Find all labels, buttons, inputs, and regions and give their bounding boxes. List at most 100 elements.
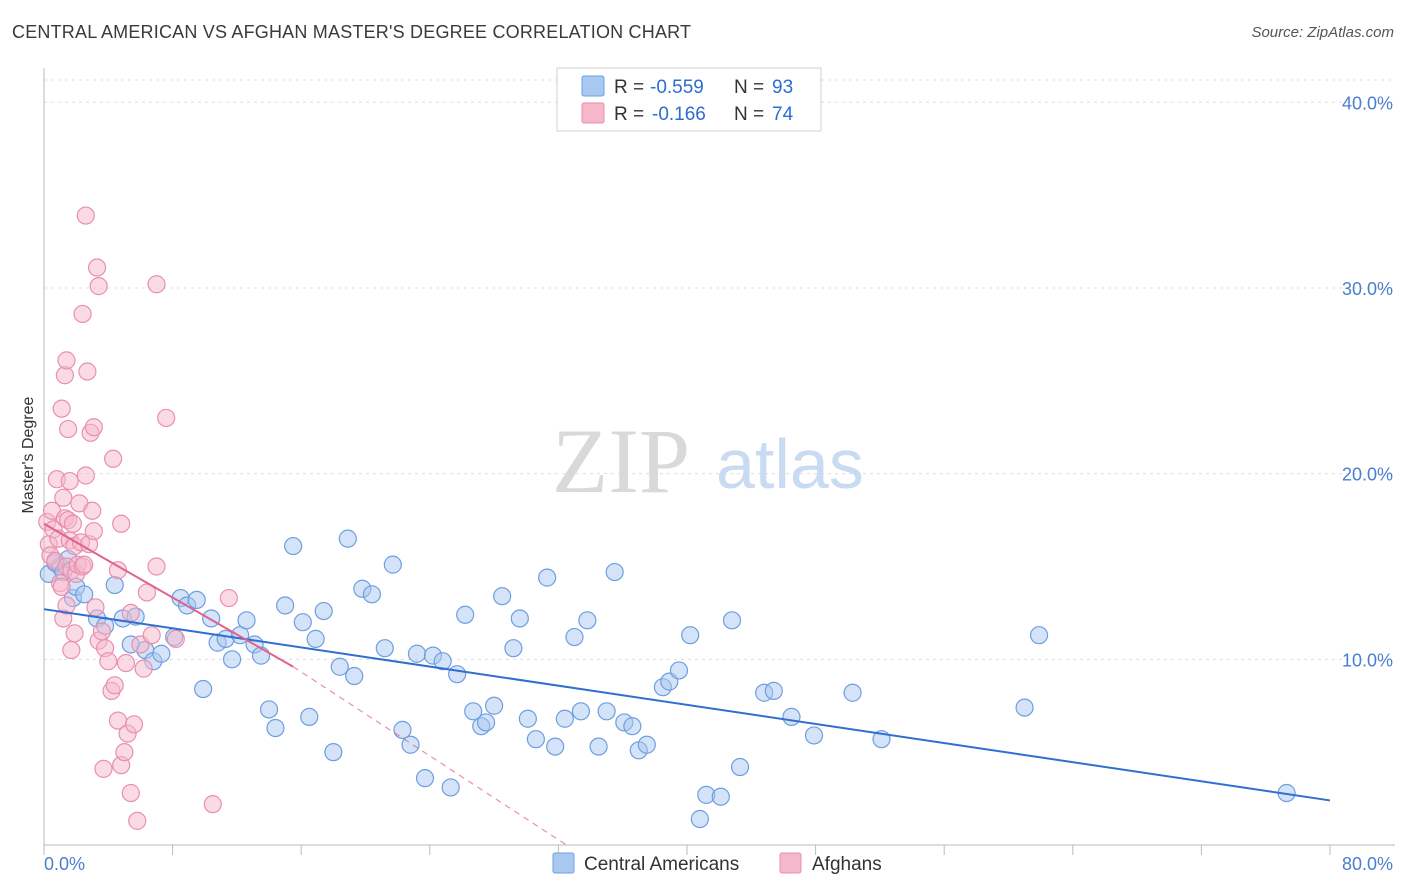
- afghans-point: [92, 622, 111, 641]
- x-tick-label-min: 0.0%: [44, 854, 85, 874]
- central-americans-point: [202, 609, 221, 628]
- legend-n-value-blue: 93: [772, 77, 793, 98]
- afghans-point: [57, 351, 76, 370]
- y-tick-label: 30.0%: [1342, 279, 1393, 299]
- central-americans-trendline: [43, 608, 1331, 802]
- y-tick-label: 40.0%: [1342, 93, 1393, 113]
- afghans-point: [84, 522, 103, 541]
- central-americans-point: [493, 587, 512, 606]
- afghans-point: [52, 399, 71, 418]
- central-americans-point: [456, 605, 475, 624]
- legend-n-label-blue: N =: [734, 77, 764, 98]
- central-americans-point: [187, 590, 206, 610]
- central-americans-point: [75, 585, 94, 604]
- central-americans-point: [730, 757, 750, 777]
- central-americans-point: [393, 720, 412, 739]
- legend-r-label-pink: R =: [614, 104, 644, 125]
- legend-r-label-blue: R =: [614, 77, 644, 98]
- central-americans-point: [441, 778, 460, 797]
- afghans-points: [38, 206, 238, 830]
- chart-source: Source: ZipAtlas.com: [1251, 24, 1394, 41]
- central-americans-point: [565, 627, 584, 647]
- afghans-point: [115, 743, 134, 762]
- central-americans-point: [194, 679, 213, 699]
- bottom-legend-swatch-pink: [779, 852, 802, 874]
- central-americans-point: [276, 596, 295, 615]
- afghans-point: [147, 275, 166, 294]
- afghans-point: [78, 362, 97, 381]
- central-americans-point: [152, 644, 171, 663]
- central-americans-point: [764, 681, 783, 700]
- afghans-point: [137, 583, 156, 602]
- central-americans-points: [39, 529, 1296, 829]
- afghans-point: [76, 466, 95, 485]
- central-americans-point: [669, 661, 689, 680]
- central-americans-point: [1029, 626, 1049, 645]
- bottom-legend-afghans: Afghans: [812, 854, 882, 875]
- central-americans-point: [711, 787, 730, 806]
- afghans-point: [166, 629, 185, 648]
- central-americans-point: [345, 666, 364, 686]
- central-americans-point: [324, 743, 343, 762]
- y-tick-label: 20.0%: [1342, 465, 1393, 485]
- central-americans-point: [237, 611, 256, 630]
- afghans-point: [104, 449, 123, 468]
- afghans-point: [89, 277, 108, 296]
- afghans-point: [76, 206, 95, 225]
- afghans-point: [52, 577, 71, 597]
- afghans-point: [54, 488, 73, 507]
- central-americans-point: [259, 700, 279, 719]
- central-americans-point: [407, 644, 427, 663]
- watermark: ZIP atlas: [552, 410, 864, 512]
- central-americans-point: [284, 536, 303, 556]
- afghans-point: [99, 652, 118, 671]
- central-americans-point: [1015, 698, 1034, 717]
- afghans-point: [112, 514, 131, 533]
- central-americans-point: [222, 650, 242, 669]
- central-americans-point: [306, 629, 325, 648]
- afghans-point: [62, 640, 81, 660]
- bottom-legend-central-americans: Central Americans: [584, 854, 739, 875]
- afghans-point: [116, 653, 136, 673]
- afghans-point: [63, 514, 83, 533]
- central-americans-point: [782, 707, 801, 726]
- central-americans-point: [433, 652, 452, 671]
- afghans-point: [219, 588, 238, 608]
- watermark-atlas: atlas: [716, 425, 864, 503]
- bottom-legend: Central Americans Afghans: [552, 852, 882, 875]
- afghans-point: [121, 783, 140, 803]
- central-americans-point: [251, 646, 271, 665]
- central-americans-point: [300, 707, 319, 726]
- bottom-legend-swatch-blue: [552, 852, 575, 874]
- legend-n-value-pink: 74: [772, 104, 794, 125]
- afghans-point: [60, 471, 79, 491]
- afghans-point: [203, 795, 222, 814]
- gridlines: [44, 79, 1395, 660]
- central-americans-point: [293, 613, 312, 632]
- afghans-point: [86, 598, 105, 617]
- afghans-point: [134, 659, 153, 678]
- y-tick-labels: 10.0% 20.0% 30.0% 40.0%: [1342, 93, 1393, 670]
- central-americans-point: [383, 555, 402, 574]
- central-americans-point: [843, 683, 862, 702]
- afghans-point: [147, 557, 166, 576]
- afghans-point: [157, 408, 176, 428]
- central-americans-point: [578, 611, 597, 630]
- y-axis-label: Master's Degree: [20, 396, 37, 513]
- afghans-point: [73, 304, 92, 324]
- y-tick-label: 10.0%: [1342, 650, 1393, 670]
- central-americans-point: [464, 702, 483, 721]
- central-americans-point: [476, 713, 496, 732]
- central-americans-point: [637, 735, 656, 754]
- afghans-point: [124, 715, 144, 734]
- afghans-point: [105, 676, 124, 695]
- afghans-point: [57, 596, 76, 615]
- central-americans-point: [485, 696, 504, 715]
- central-americans-point: [504, 639, 523, 658]
- central-americans-point: [448, 665, 467, 684]
- central-americans-point: [538, 568, 557, 587]
- afghans-point: [94, 759, 113, 778]
- central-americans-point: [105, 575, 124, 595]
- central-americans-point: [518, 709, 537, 728]
